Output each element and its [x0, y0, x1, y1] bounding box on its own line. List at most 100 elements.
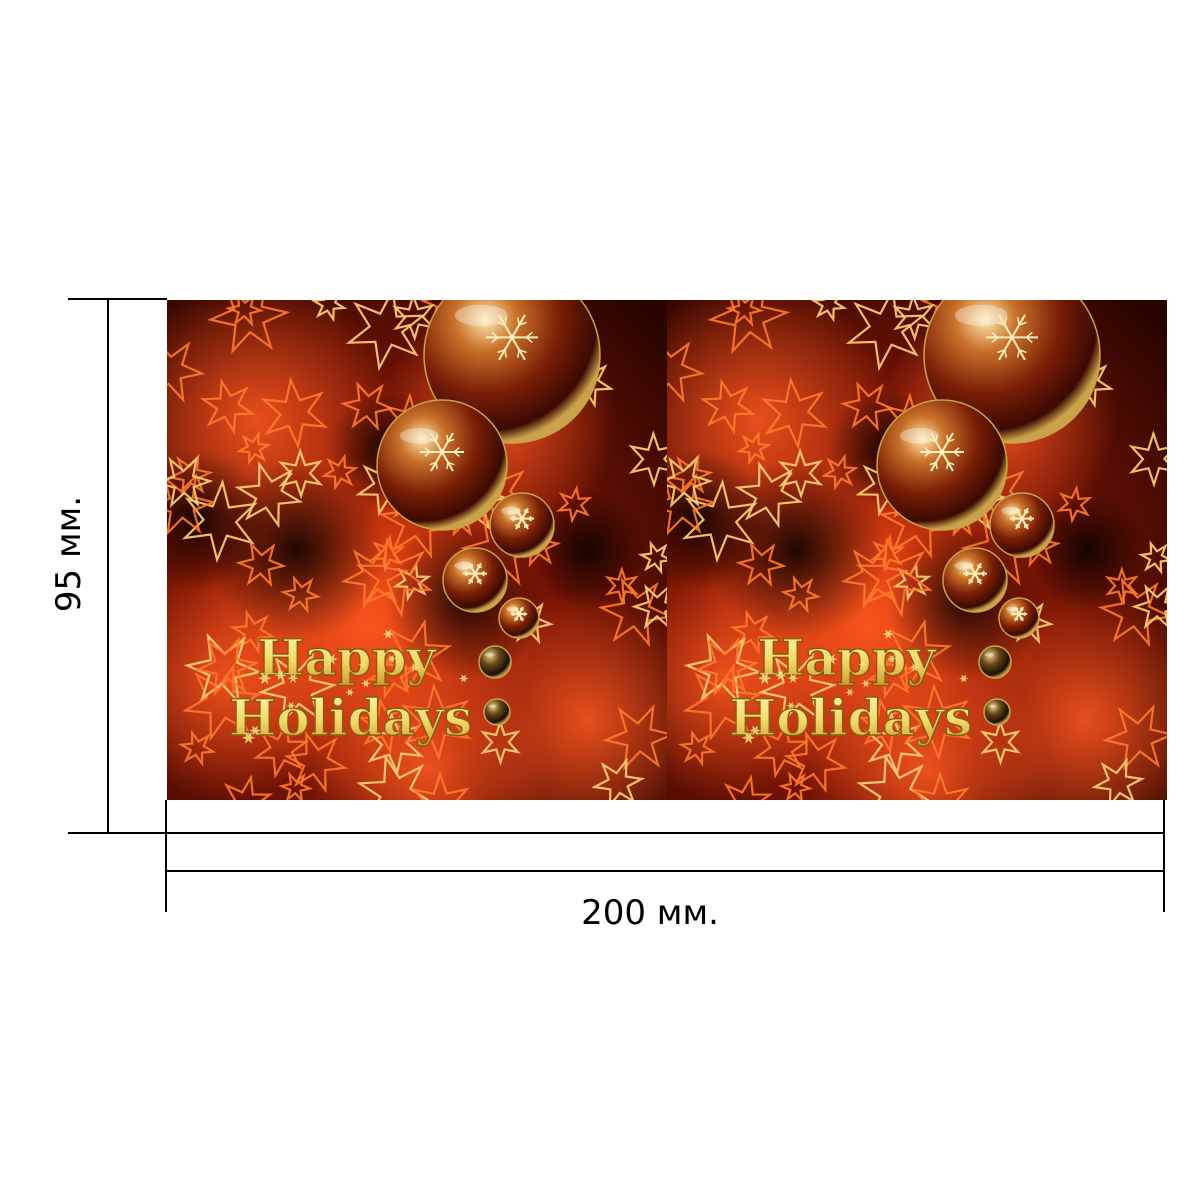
star-icon — [1056, 484, 1093, 524]
star-icon — [229, 609, 276, 655]
ornament-ball-icon — [442, 547, 508, 613]
star-icon — [183, 632, 263, 705]
star-icon — [177, 729, 217, 767]
sparkle-icon — [286, 701, 296, 710]
ornament-ball-icon — [478, 645, 512, 679]
star-icon — [1128, 430, 1167, 488]
sparkle-icon — [325, 653, 338, 665]
snowflake-icon — [511, 606, 527, 622]
star-icon — [729, 609, 776, 655]
star-icon — [479, 718, 521, 766]
star-icon — [339, 380, 396, 432]
star-icon — [410, 770, 470, 800]
star-icon — [864, 711, 925, 777]
snowflake-icon — [486, 314, 538, 361]
snowflake-icon — [463, 562, 487, 585]
glow — [307, 650, 547, 800]
greeting-line-1: Happy — [757, 628, 938, 687]
star-icon — [779, 575, 822, 614]
sparkle-icon — [459, 674, 469, 683]
star-icon — [1130, 584, 1167, 630]
star-icon — [839, 380, 896, 432]
star-icon — [223, 774, 274, 800]
ornament-ball-icon — [489, 492, 555, 558]
star-icon — [900, 682, 972, 762]
star-icon — [591, 757, 646, 800]
star-icon — [879, 618, 953, 693]
star-icon — [699, 377, 756, 435]
sparkle-icon — [241, 731, 256, 744]
ornament-ball-icon — [989, 492, 1055, 558]
star-icon — [783, 730, 849, 794]
star-icon — [1104, 565, 1140, 606]
ornament-ball-icon — [876, 399, 1008, 531]
snowflake-icon — [920, 432, 964, 472]
snowflake-icon — [1011, 606, 1027, 622]
star-icon — [225, 300, 265, 328]
snowflake-icon — [986, 314, 1038, 361]
star-icon — [277, 447, 324, 500]
sparkle-icon — [959, 674, 969, 683]
star-icon — [364, 711, 425, 777]
star-icon — [777, 447, 824, 500]
star-icon — [723, 774, 774, 800]
sparkle-icon — [382, 629, 394, 639]
sparkle-icon — [861, 679, 871, 688]
star-icon — [345, 300, 427, 372]
snowflake-icon — [420, 432, 464, 472]
ornament-highlight — [954, 304, 1008, 326]
snowflake-icon — [510, 507, 534, 530]
star-icon — [167, 341, 206, 404]
ornament-highlight — [899, 427, 939, 444]
ornament-cluster — [376, 300, 601, 726]
star-icon — [206, 300, 291, 355]
star-icon — [199, 377, 256, 435]
star-icon — [602, 704, 667, 771]
sparkle-icon — [909, 662, 920, 672]
ornament-ball-icon — [978, 645, 1012, 679]
star-icon — [379, 618, 453, 693]
sparkle-icon — [741, 731, 756, 744]
star-icon — [637, 540, 667, 575]
sparkle-icon — [787, 673, 799, 683]
ornament-ball-icon — [942, 547, 1008, 613]
star-icon — [278, 771, 314, 800]
height-dimension — [68, 298, 167, 834]
sparkle-icon — [757, 672, 772, 685]
star-icon — [597, 576, 667, 648]
star-icon — [182, 663, 262, 742]
star-icon — [357, 697, 413, 755]
star-icon — [979, 718, 1021, 766]
ornament-highlight — [488, 704, 497, 708]
star-icon — [1091, 757, 1146, 800]
sparkle-icon — [882, 629, 894, 639]
snowflake-icon — [1010, 507, 1034, 530]
star-icon — [778, 771, 814, 800]
star-icon — [260, 376, 329, 450]
star-icon — [735, 430, 772, 466]
star-icon — [235, 430, 272, 466]
star-icon — [757, 652, 838, 726]
star-icon — [356, 753, 430, 800]
ornament-highlight — [399, 427, 439, 444]
star-icon — [845, 300, 927, 372]
snowflake-icon — [963, 562, 987, 585]
sparkle-icon — [845, 688, 855, 697]
star-icon — [355, 537, 433, 618]
star-icon — [320, 453, 359, 491]
glow — [807, 650, 1047, 800]
sparkle-icon — [287, 673, 299, 683]
star-icon — [369, 533, 406, 573]
greeting-line-2: Holidays — [229, 688, 472, 747]
star-icon — [735, 541, 787, 588]
star-icon — [604, 565, 640, 606]
star-icon — [310, 300, 348, 323]
star-icon — [630, 584, 667, 630]
sparkle-icon — [749, 725, 761, 736]
ornament-highlight — [454, 304, 508, 326]
